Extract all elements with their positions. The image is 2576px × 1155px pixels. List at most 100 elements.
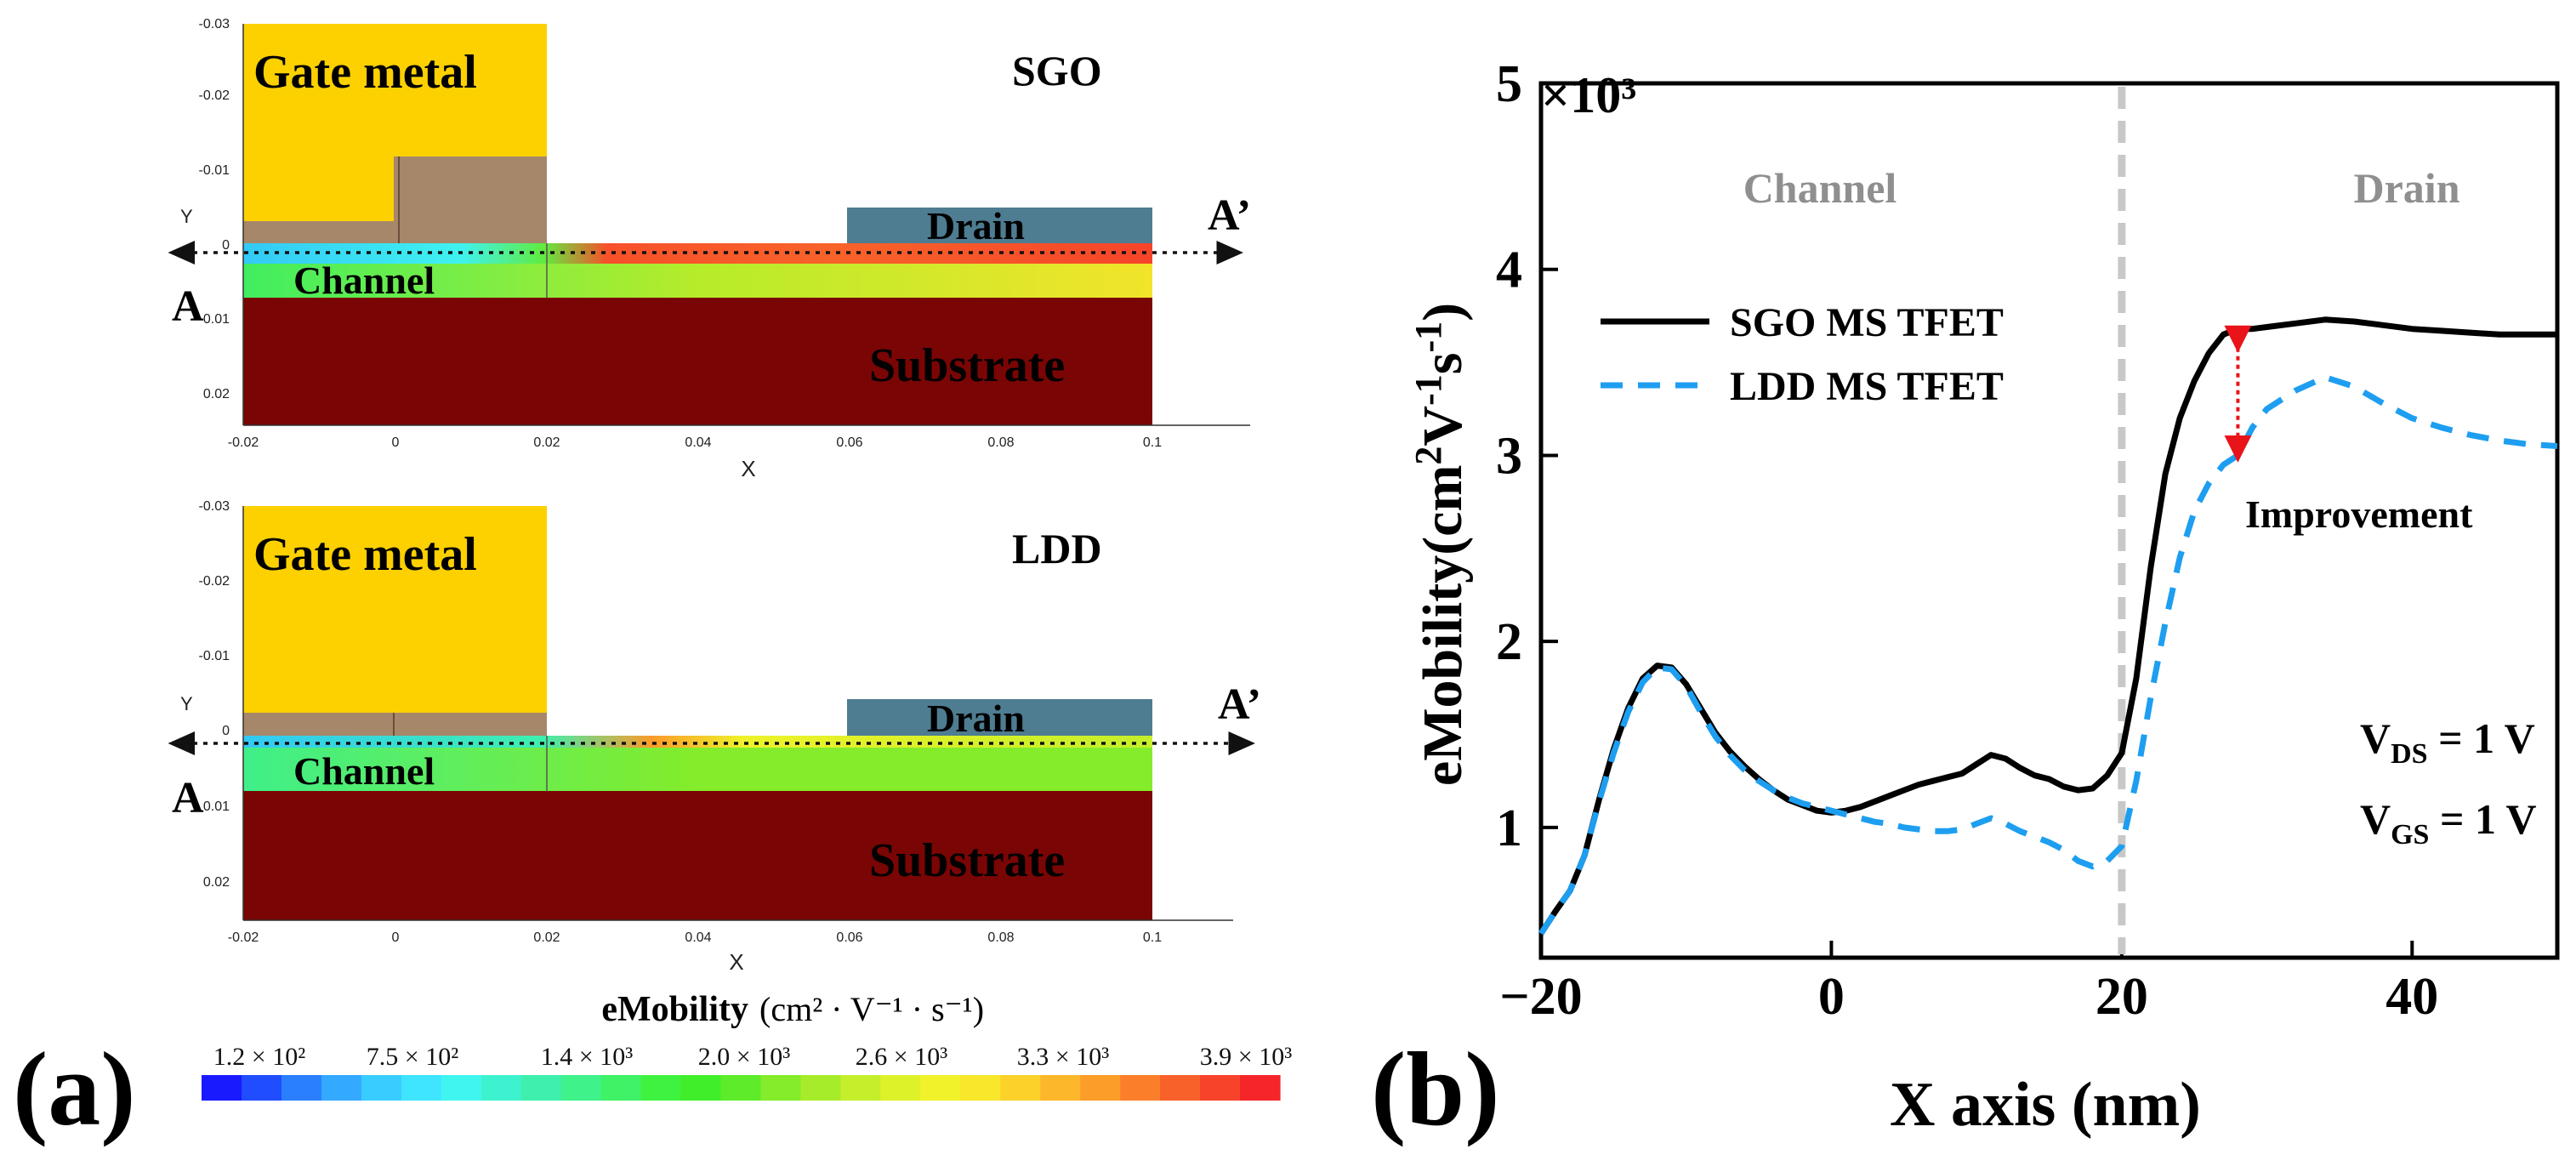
legend-label-ldd: LDD MS TFET (1730, 364, 2004, 409)
colorbar-cell (241, 1075, 282, 1101)
colorbar-cell (202, 1075, 242, 1101)
colorbar-tick-label: 3.9 × 10³ (1200, 1043, 1292, 1071)
y-tick-label: -0.01 (199, 649, 230, 663)
colorbar-cell (401, 1075, 442, 1101)
colorbar-cell (441, 1075, 482, 1101)
series-line-ldd (1538, 374, 2558, 936)
colorbar-cell (600, 1075, 642, 1101)
plot-frame (1538, 81, 2560, 960)
colorbar-cell (481, 1075, 522, 1101)
colorbar-cell (680, 1075, 722, 1101)
colorbar-cell (1200, 1075, 1241, 1101)
colorbar-cell (1040, 1075, 1081, 1101)
axis-ticks: −20 0 20 40 1 2 3 4 5 (1496, 55, 2438, 1026)
colorbar-cell (321, 1075, 362, 1101)
x-tick-label: 0 (392, 930, 400, 945)
annotation-improvement: Improvement (2245, 492, 2473, 536)
x-tick-label: 0.02 (533, 435, 560, 450)
colorbar-cell (840, 1075, 881, 1101)
colorbar-title: eMobility (601, 990, 748, 1029)
substrate-label: Substrate (869, 339, 1065, 392)
gate-label: Gate metal (253, 528, 477, 581)
colorbar-cell (720, 1075, 762, 1101)
cutline-start-label: A (172, 282, 204, 331)
drain-region (847, 699, 1152, 736)
x-tick-label: 0.1 (1143, 435, 1162, 450)
gate-oxide-region (243, 221, 399, 243)
x-tick-label: -0.02 (228, 930, 259, 945)
y-multiplier: ×10³ (1541, 67, 1636, 123)
colorbar-tick-label: 1.4 × 10³ (541, 1043, 633, 1071)
colorbar-cell (1160, 1075, 1201, 1101)
x-tick-label: 0.04 (685, 435, 711, 450)
cutline-end-label: A’ (1218, 680, 1261, 729)
cutline-start-label: A (172, 774, 204, 822)
y-tick-label: 0 (222, 238, 230, 253)
x-tick-label: 0.08 (987, 435, 1014, 450)
colorbar-units: (cm² · V⁻¹ · s⁻¹) (759, 990, 984, 1028)
y-tick-label: 0.02 (203, 875, 230, 890)
condition-vgs: VGS = 1 V (2360, 795, 2537, 851)
x-tick-label: −20 (1499, 968, 1582, 1026)
x-axis-label: X (729, 949, 743, 975)
substrate-region (243, 791, 1152, 920)
x-tick-label: 0.06 (836, 930, 862, 945)
y-axis-label: Y (180, 693, 193, 714)
x-tick-label: 0 (1818, 968, 1845, 1026)
panel-a-label: (a) (13, 1031, 136, 1147)
gate-label: Gate metal (253, 46, 477, 99)
colorbar-cell (361, 1075, 402, 1101)
colorbar-tick-label: 2.0 × 10³ (698, 1043, 790, 1071)
channel-region (243, 264, 1152, 298)
legend-label-sgo: SGO MS TFET (1730, 300, 2004, 345)
x-tick-label: 0 (392, 435, 400, 450)
device-name: LDD (1012, 525, 1102, 572)
drain-region (847, 208, 1152, 243)
colorbar-cell (760, 1075, 802, 1101)
colorbar-cell (281, 1075, 322, 1101)
y-tick-label: -0.01 (199, 163, 230, 178)
colorbar-tick-label: 2.6 × 10³ (856, 1043, 947, 1071)
series-line-sgo (1538, 316, 2557, 936)
colorbar-cell (880, 1075, 921, 1101)
colorbar-cell (1120, 1075, 1161, 1101)
x-tick-label: 0.04 (685, 930, 711, 945)
x-tick-label: 0.1 (1143, 930, 1162, 945)
y-tick-label: -0.03 (199, 17, 230, 31)
drain-label: Drain (927, 204, 1025, 248)
spacer-region (394, 156, 547, 243)
y-tick-label: -0.03 (199, 499, 230, 514)
y-tick-label: -0.02 (199, 574, 230, 589)
colorbar-cell (920, 1075, 961, 1101)
colorbar-cell (1080, 1075, 1121, 1101)
x-tick-label: 0.08 (987, 930, 1014, 945)
colorbar-cell (640, 1075, 682, 1101)
colorbar-cell (520, 1075, 562, 1101)
channel-label: Channel (293, 259, 435, 302)
bias-conditions: VDS = 1 V VGS = 1 V (2360, 714, 2537, 851)
colorbar-tick-label: 7.5 × 10² (367, 1043, 458, 1071)
y-tick-label: 4 (1496, 242, 1522, 299)
device-name: SGO (1012, 47, 1102, 94)
device-ldd: Gate metal LDD Drain Channel Substrate A… (168, 499, 1261, 975)
colorbar: eMobility (cm² · V⁻¹ · s⁻¹) 1.2 × 10² 7.… (202, 990, 1292, 1101)
cutline-end-label: A’ (1208, 191, 1251, 240)
colorbar-cell (960, 1075, 1001, 1101)
y-tick-label: 0 (222, 724, 230, 738)
y-tick-label: 5 (1496, 55, 1522, 113)
legend: SGO MS TFET LDD MS TFET (1601, 300, 2004, 409)
y-tick-label: 3 (1496, 427, 1522, 485)
colorbar-cell (1000, 1075, 1041, 1101)
y-tick-label: 0.02 (203, 387, 230, 401)
colorbar-tick-label: 1.2 × 10² (213, 1043, 305, 1071)
y-tick-label: -0.02 (199, 88, 230, 103)
gate-metal-region (243, 506, 547, 736)
colorbar-cell (800, 1075, 841, 1101)
panel-b-label: (b) (1371, 1031, 1500, 1147)
x-tick-label: -0.02 (228, 435, 259, 450)
substrate-label: Substrate (869, 834, 1065, 887)
device-sgo: Gate metal SGO Drain Channel Substrate A… (168, 17, 1251, 481)
x-tick-label: 0.02 (533, 930, 560, 945)
substrate-region (243, 298, 1152, 425)
